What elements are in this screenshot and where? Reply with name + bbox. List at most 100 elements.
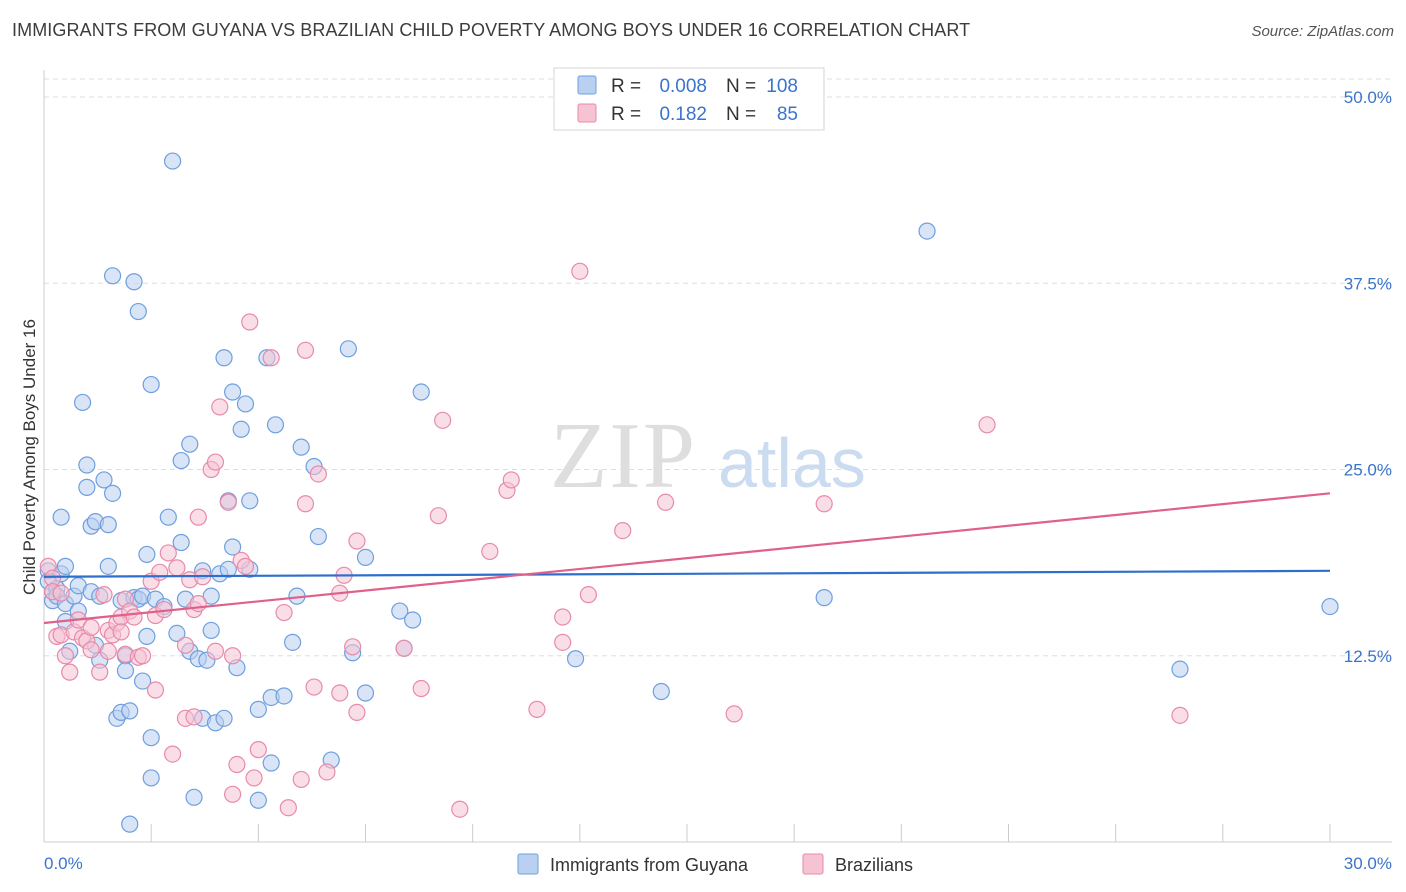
data-point-guyana [99, 557, 117, 575]
data-point-brazilians [275, 603, 293, 622]
data-point-guyana [224, 538, 242, 556]
data-point-brazilians [348, 532, 366, 550]
series-brazilians-points [39, 262, 1189, 818]
data-point-guyana [121, 702, 139, 720]
data-point-brazilians [481, 542, 499, 561]
data-point-brazilians [348, 703, 366, 721]
x-tick-marks [43, 824, 1331, 842]
series-legend: Immigrants from Guyana Brazilians [517, 853, 913, 875]
data-point-brazilians [395, 639, 413, 657]
data-point-brazilians [451, 800, 469, 818]
data-point-guyana [356, 548, 375, 567]
legend-n-value-2: 85 [777, 104, 798, 125]
data-point-guyana [202, 621, 220, 640]
data-point-brazilians [656, 493, 675, 511]
data-point-brazilians [331, 684, 349, 702]
axes [43, 70, 1392, 843]
data-point-brazilians [249, 741, 267, 759]
data-point-brazilians [189, 594, 207, 613]
data-point-brazilians [224, 647, 242, 665]
series-legend-label-guyana: Immigrants from Guyana [550, 855, 749, 875]
data-point-brazilians [344, 638, 362, 656]
data-point-guyana [133, 672, 152, 690]
watermark-zip: ZIP [550, 404, 697, 508]
data-point-guyana [121, 815, 139, 833]
data-point-guyana [566, 650, 585, 668]
data-point-guyana [103, 267, 122, 285]
data-point-brazilians [614, 521, 632, 540]
data-point-brazilians [434, 411, 452, 429]
data-point-guyana [142, 729, 160, 747]
data-point-brazilians [82, 641, 100, 659]
y-tick-labels: 12.5% 25.0% 37.5% 50.0% [1344, 88, 1392, 666]
data-point-brazilians [528, 700, 546, 718]
legend-r-value-2: 0.182 [659, 104, 707, 125]
data-point-brazilians [176, 636, 195, 654]
data-point-brazilians [206, 453, 225, 471]
data-point-brazilians [502, 471, 520, 489]
data-point-guyana [262, 754, 280, 772]
data-point-brazilians [725, 705, 743, 723]
y-axis-label: Child Poverty Among Boys Under 16 [20, 319, 39, 595]
legend-r-label-1: R = [611, 76, 641, 97]
data-point-guyana [391, 602, 409, 620]
data-point-guyana [172, 533, 190, 552]
data-point-brazilians [241, 313, 259, 331]
legend-n-label-2: N = [726, 104, 756, 125]
data-point-guyana [215, 349, 233, 367]
data-point-guyana [138, 627, 156, 645]
y-tick-label: 50.0% [1344, 88, 1392, 107]
data-point-brazilians [978, 416, 996, 434]
series-legend-swatch-guyana [517, 853, 539, 875]
data-point-guyana [52, 508, 70, 526]
data-point-brazilians [279, 799, 297, 817]
data-point-guyana [56, 557, 75, 575]
data-point-guyana [292, 438, 310, 456]
legend-n-value-1: 108 [766, 76, 798, 97]
data-point-brazilians [245, 769, 263, 787]
data-point-guyana [275, 687, 293, 705]
legend-n-label-1: N = [726, 76, 756, 97]
data-point-brazilians [151, 563, 169, 581]
y-tick-label: 25.0% [1344, 461, 1392, 480]
data-point-guyana [185, 788, 203, 806]
data-point-guyana [1321, 597, 1339, 616]
data-point-brazilians [429, 507, 447, 525]
watermark-atlas: atlas [718, 424, 866, 502]
data-point-guyana [215, 709, 233, 727]
x-tick-label-min: 0.0% [44, 854, 83, 873]
data-point-brazilians [125, 608, 143, 626]
data-point-guyana [232, 420, 250, 438]
data-point-guyana [404, 611, 422, 629]
data-point-guyana [164, 152, 182, 170]
y-tick-label: 37.5% [1344, 274, 1392, 293]
stats-legend: R = 0.008 N = 108 R = 0.182 N = 85 [553, 67, 825, 131]
data-point-brazilians [56, 647, 75, 665]
series-legend-label-brazilians: Brazilians [835, 855, 913, 875]
data-point-brazilians [133, 647, 152, 665]
data-point-guyana [412, 383, 430, 401]
data-point-guyana [138, 545, 156, 564]
data-point-brazilians [571, 262, 589, 280]
data-point-guyana [236, 395, 255, 413]
data-point-brazilians [292, 770, 310, 789]
data-point-guyana [125, 273, 143, 291]
data-point-brazilians [189, 508, 207, 526]
data-point-guyana [284, 633, 302, 651]
data-point-guyana [95, 471, 113, 489]
data-point-guyana [249, 791, 267, 809]
data-point-guyana [73, 393, 92, 412]
data-point-brazilians [412, 679, 430, 698]
legend-swatch-blue [577, 75, 597, 95]
data-point-guyana [1171, 660, 1189, 678]
series-legend-swatch-brazilians [802, 853, 824, 875]
legend-swatch-pink [577, 103, 597, 123]
data-point-guyana [266, 416, 285, 434]
data-point-brazilians [168, 559, 186, 577]
data-point-brazilians [224, 785, 242, 803]
data-point-guyana [103, 484, 122, 502]
data-point-guyana [99, 516, 117, 534]
trendlines [43, 492, 1331, 625]
data-point-guyana [219, 560, 237, 578]
